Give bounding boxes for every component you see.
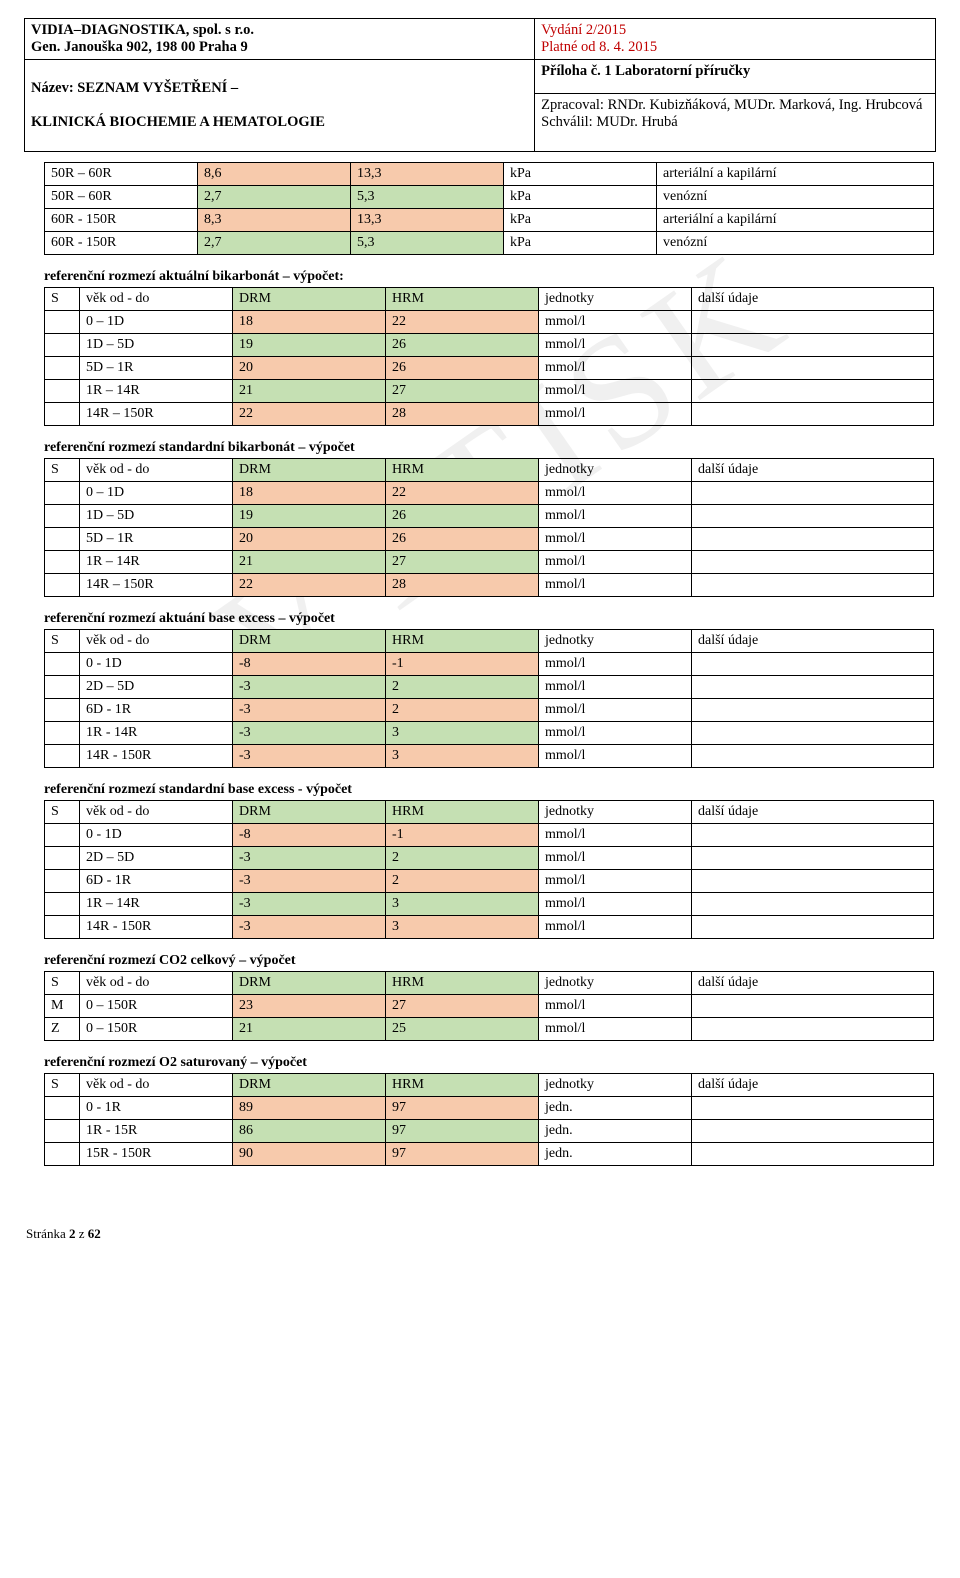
table-row: 1R – 14R-33mmol/l: [45, 893, 934, 916]
table-row: 50R – 60R2,75,3kPavenózní: [45, 186, 934, 209]
org-name: VIDIA–DIAGNOSTIKA, spol. s r.o.: [31, 22, 254, 38]
table-continuation: 50R – 60R8,613,3kPaarteriální a kapilárn…: [44, 162, 934, 255]
table-row: 60R - 150R8,313,3kPaarteriální a kapilár…: [45, 209, 934, 232]
table-row: 14R – 150R2228mmol/l: [45, 403, 934, 426]
reference-table: Svěk od - doDRMHRMjednotkydalší údaje0 –…: [44, 287, 934, 426]
table-row: 0 - 1D-8-1mmol/l: [45, 653, 934, 676]
table-row: 0 - 1R8997jedn.: [45, 1097, 934, 1120]
table-row: 50R – 60R8,613,3kPaarteriální a kapilárn…: [45, 163, 934, 186]
table-row: 14R - 150R-33mmol/l: [45, 916, 934, 939]
page-footer: Stránka 2 z 62: [26, 1226, 936, 1242]
table-row: 2D – 5D-32mmol/l: [45, 847, 934, 870]
table-row: 6D - 1R-32mmol/l: [45, 870, 934, 893]
table-row: 14R - 150R-33mmol/l: [45, 745, 934, 768]
valid-from: Platné od 8. 4. 2015: [541, 39, 657, 55]
section-title: referenční rozmezí CO2 celkový – výpočet: [44, 953, 936, 969]
reference-table: Svěk od - doDRMHRMjednotkydalší údaje0 -…: [44, 1073, 934, 1166]
table-row: 60R - 150R2,75,3kPavenózní: [45, 232, 934, 255]
table-row: 15R - 150R9097jedn.: [45, 1143, 934, 1166]
table-row: 5D – 1R2026mmol/l: [45, 357, 934, 380]
table-row: 1R – 14R2127mmol/l: [45, 551, 934, 574]
table-row: 0 - 1D-8-1mmol/l: [45, 824, 934, 847]
section-title: referenční rozmezí O2 saturovaný – výpoč…: [44, 1055, 936, 1071]
table-row: 1D – 5D1926mmol/l: [45, 334, 934, 357]
section-title: referenční rozmezí standardní bikarbonát…: [44, 440, 936, 456]
document-header: VIDIA–DIAGNOSTIKA, spol. s r.o. Gen. Jan…: [24, 18, 936, 152]
edition: Vydání 2/2015: [541, 22, 626, 38]
appendix: Příloha č. 1 Laboratorní příručky: [541, 63, 750, 79]
table-row: 1R - 14R-33mmol/l: [45, 722, 934, 745]
table-row: Z0 – 150R2125mmol/l: [45, 1018, 934, 1041]
reference-table: Svěk od - doDRMHRMjednotkydalší údaje0 -…: [44, 800, 934, 939]
table-row: 6D - 1R-32mmol/l: [45, 699, 934, 722]
table-row: 1D – 5D1926mmol/l: [45, 505, 934, 528]
prepared-by: Zpracoval: RNDr. Kubizňáková, MUDr. Mark…: [541, 97, 922, 113]
doc-title-2: KLINICKÁ BIOCHEMIE A HEMATOLOGIE: [31, 114, 325, 130]
table-row: M0 – 150R2327mmol/l: [45, 995, 934, 1018]
section-title: referenční rozmezí standardní base exces…: [44, 782, 936, 798]
table-row: 2D – 5D-32mmol/l: [45, 676, 934, 699]
org-address: Gen. Janouška 902, 198 00 Praha 9: [31, 39, 248, 55]
section-title: referenční rozmezí aktuání base excess –…: [44, 611, 936, 627]
table-row: 1R - 15R8697jedn.: [45, 1120, 934, 1143]
reference-table: Svěk od - doDRMHRMjednotkydalší údaje0 –…: [44, 458, 934, 597]
reference-table: Svěk od - doDRMHRMjednotkydalší údajeM0 …: [44, 971, 934, 1041]
doc-title-1: Název: SEZNAM VYŠETŘENÍ –: [31, 80, 238, 96]
table-row: 5D – 1R2026mmol/l: [45, 528, 934, 551]
table-row: 14R – 150R2228mmol/l: [45, 574, 934, 597]
section-title: referenční rozmezí aktuální bikarbonát –…: [44, 269, 936, 285]
table-row: 0 – 1D1822mmol/l: [45, 482, 934, 505]
table-row: 0 – 1D1822mmol/l: [45, 311, 934, 334]
reference-table: Svěk od - doDRMHRMjednotkydalší údaje0 -…: [44, 629, 934, 768]
table-row: 1R – 14R2127mmol/l: [45, 380, 934, 403]
approved-by: Schválil: MUDr. Hrubá: [541, 114, 678, 130]
